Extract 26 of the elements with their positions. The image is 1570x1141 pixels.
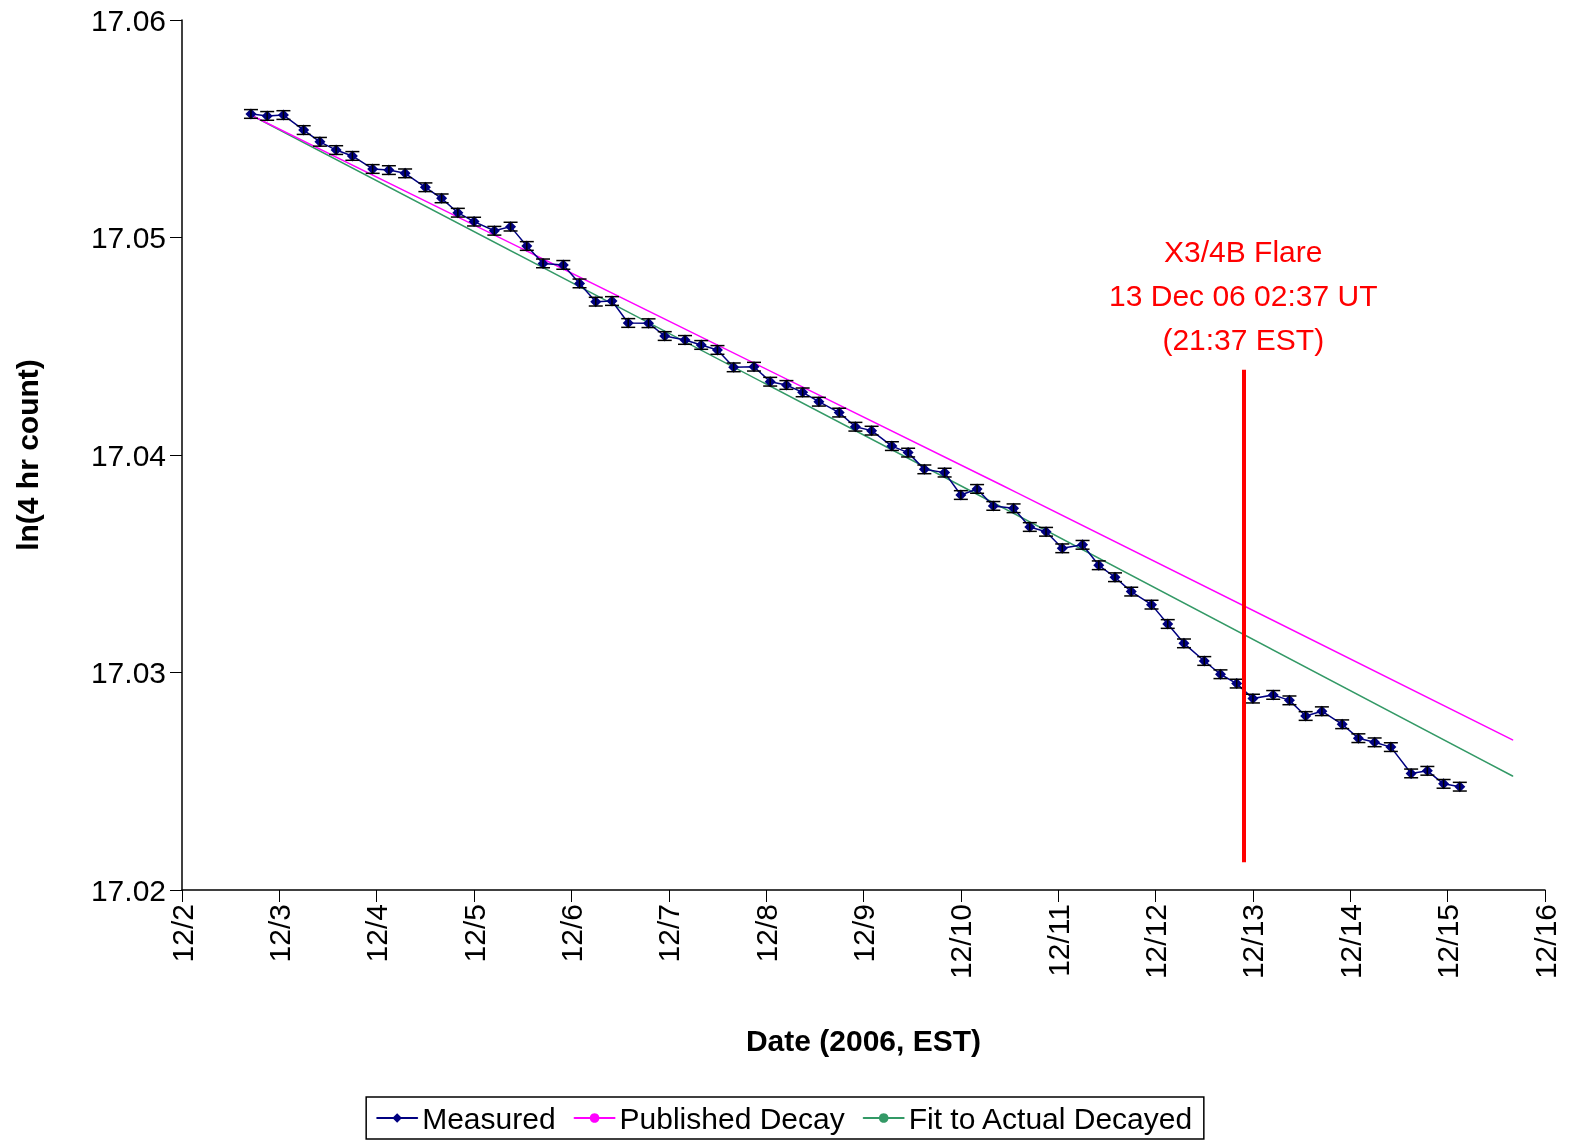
x-tick-label: 12/9 [847, 904, 880, 963]
x-tick-label: 12/13 [1236, 904, 1270, 980]
x-tick-label: 12/15 [1431, 904, 1465, 980]
y-tick-label: 17.05 [90, 221, 166, 254]
x-axis-title: Date (2006, EST) [745, 1023, 982, 1057]
x-tick-label: 12/8 [749, 904, 783, 963]
legend-label: Measured [422, 1101, 556, 1135]
x-tick-label: 12/14 [1333, 904, 1367, 980]
y-tick-label: 17.04 [90, 438, 166, 472]
y-axis-title: ln(4 hr count) [10, 359, 44, 551]
x-tick-label: 12/12 [1139, 904, 1173, 980]
y-tick-label: 17.02 [90, 873, 166, 907]
x-tick-label: 12/10 [944, 904, 978, 980]
x-tick-label: 12/7 [652, 904, 686, 963]
x-tick-label: 12/6 [554, 904, 588, 963]
legend-label: Fit to Actual Decayed [908, 1101, 1193, 1135]
x-tick-label: 12/5 [457, 904, 491, 963]
x-tick-label: 12/4 [360, 904, 394, 963]
x-tick-label: 12/11 [1041, 904, 1075, 977]
ref-line-label: X3/4B Flare 13 Dec 06 02:37 UT (21:37 EST) [1109, 235, 1378, 357]
legend-label: Published Decay [619, 1101, 845, 1135]
y-tick-label: 17.03 [90, 656, 166, 689]
y-tick-label: 17.06 [90, 3, 166, 37]
x-tick-label: 12/2 [165, 904, 199, 963]
x-tick-label: 12/16 [1528, 904, 1562, 980]
x-tick-label: 12/3 [262, 904, 296, 963]
